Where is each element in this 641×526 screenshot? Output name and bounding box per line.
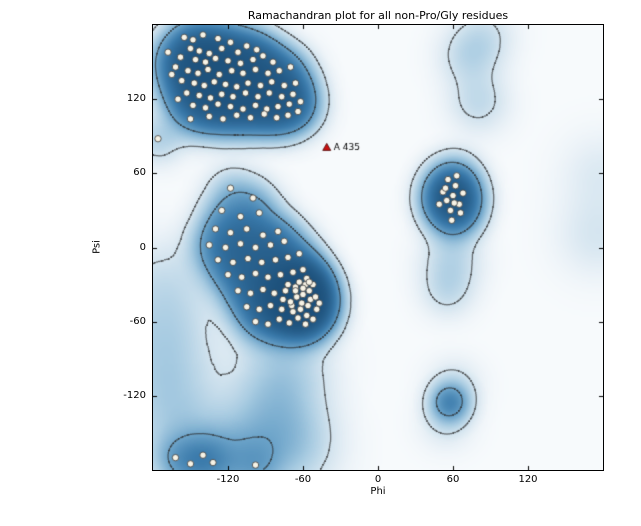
chart-title: Ramachandran plot for all non-Pro/Gly re… bbox=[247, 9, 509, 22]
x-tick-label: -60 bbox=[294, 474, 312, 485]
x-tick-label: -120 bbox=[216, 474, 240, 485]
y-tick-label: 120 bbox=[126, 93, 146, 105]
x-tick-label: 60 bbox=[446, 474, 460, 485]
plot-area bbox=[152, 24, 604, 471]
plot-canvas bbox=[153, 25, 603, 470]
y-tick-label: 0 bbox=[139, 241, 146, 253]
x-axis-label: Phi bbox=[370, 486, 386, 497]
y-tick-label: 60 bbox=[133, 167, 146, 179]
x-tick-label: 120 bbox=[518, 474, 538, 485]
x-tick-label: 0 bbox=[374, 474, 382, 485]
y-tick-label: -60 bbox=[129, 315, 146, 327]
y-tick-label: -120 bbox=[123, 389, 146, 401]
